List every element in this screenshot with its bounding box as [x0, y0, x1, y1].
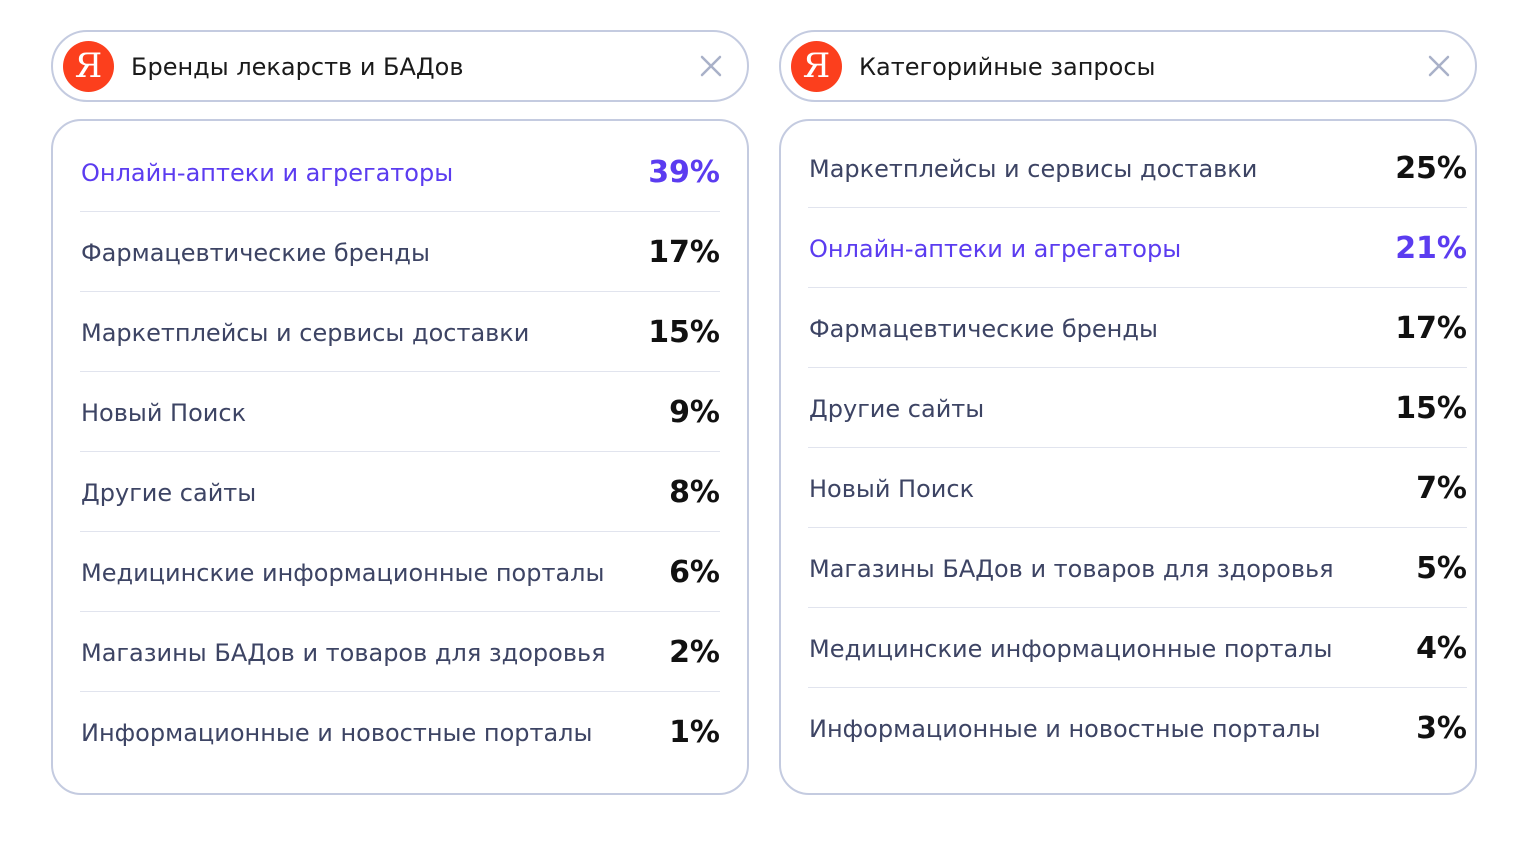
row-value: 1%: [669, 715, 720, 750]
list-item: Фармацевтические бренды 17%: [80, 212, 720, 292]
results-list: Маркетплейсы и сервисы доставки 25% Онла…: [808, 128, 1467, 767]
row-label: Магазины БАДов и товаров для здоровья: [809, 555, 1334, 583]
row-label: Онлайн-аптеки и агрегаторы: [81, 159, 454, 187]
row-label: Информационные и новостные порталы: [81, 719, 593, 747]
row-label: Новый Поиск: [809, 475, 975, 503]
list-item: Маркетплейсы и сервисы доставки 15%: [80, 292, 720, 372]
row-label: Маркетплейсы и сервисы доставки: [809, 155, 1258, 183]
row-label: Информационные и новостные порталы: [809, 715, 1321, 743]
row-label: Фармацевтические бренды: [81, 239, 430, 267]
yandex-logo-icon: Я: [791, 41, 842, 92]
row-label: Медицинские информационные порталы: [809, 635, 1333, 663]
list-item: Онлайн-аптеки и агрегаторы 39%: [80, 132, 720, 212]
panel-category: Я Категорийные запросы Маркетплейсы и се…: [779, 30, 1477, 795]
list-item: Медицинские информационные порталы 6%: [80, 532, 720, 612]
results-card: Онлайн-аптеки и агрегаторы 39% Фармацевт…: [51, 119, 749, 795]
results-list: Онлайн-аптеки и агрегаторы 39% Фармацевт…: [80, 132, 720, 771]
list-item: Магазины БАДов и товаров для здоровья 2%: [80, 612, 720, 692]
row-value: 17%: [648, 235, 720, 270]
search-query[interactable]: Бренды лекарств и БАДов: [131, 53, 464, 81]
row-value: 6%: [669, 555, 720, 590]
row-value: 15%: [1395, 391, 1467, 426]
row-label: Маркетплейсы и сервисы доставки: [81, 319, 530, 347]
list-item: Новый Поиск 9%: [80, 372, 720, 452]
search-bar[interactable]: Я Категорийные запросы: [779, 30, 1477, 102]
list-item: Другие сайты 15%: [808, 368, 1467, 448]
list-item: Онлайн-аптеки и агрегаторы 21%: [808, 208, 1467, 288]
row-label: Другие сайты: [81, 479, 257, 507]
row-label: Онлайн-аптеки и агрегаторы: [809, 235, 1182, 263]
row-value: 17%: [1395, 311, 1467, 346]
list-item: Информационные и новостные порталы 1%: [80, 692, 720, 771]
list-item: Другие сайты 8%: [80, 452, 720, 532]
row-label: Медицинские информационные порталы: [81, 559, 605, 587]
row-value: 2%: [669, 635, 720, 670]
close-icon[interactable]: [697, 52, 725, 80]
row-value: 7%: [1416, 471, 1467, 506]
row-label: Новый Поиск: [81, 399, 247, 427]
panel-brands: Я Бренды лекарств и БАДов Онлайн-аптеки …: [51, 30, 749, 795]
row-value: 15%: [648, 315, 720, 350]
row-value: 21%: [1395, 231, 1467, 266]
close-icon[interactable]: [1425, 52, 1453, 80]
results-card: Маркетплейсы и сервисы доставки 25% Онла…: [779, 119, 1477, 795]
list-item: Медицинские информационные порталы 4%: [808, 608, 1467, 688]
row-value: 39%: [648, 155, 720, 190]
row-value: 5%: [1416, 551, 1467, 586]
row-label: Магазины БАДов и товаров для здоровья: [81, 639, 606, 667]
row-label: Фармацевтические бренды: [809, 315, 1158, 343]
row-value: 25%: [1395, 151, 1467, 186]
row-value: 3%: [1416, 711, 1467, 746]
yandex-logo-icon: Я: [63, 41, 114, 92]
search-query[interactable]: Категорийные запросы: [859, 53, 1156, 81]
row-value: 8%: [669, 475, 720, 510]
search-bar[interactable]: Я Бренды лекарств и БАДов: [51, 30, 749, 102]
row-label: Другие сайты: [809, 395, 985, 423]
list-item: Информационные и новостные порталы 3%: [808, 688, 1467, 767]
list-item: Фармацевтические бренды 17%: [808, 288, 1467, 368]
row-value: 4%: [1416, 631, 1467, 666]
list-item: Новый Поиск 7%: [808, 448, 1467, 528]
list-item: Магазины БАДов и товаров для здоровья 5%: [808, 528, 1467, 608]
list-item: Маркетплейсы и сервисы доставки 25%: [808, 128, 1467, 208]
row-value: 9%: [669, 395, 720, 430]
